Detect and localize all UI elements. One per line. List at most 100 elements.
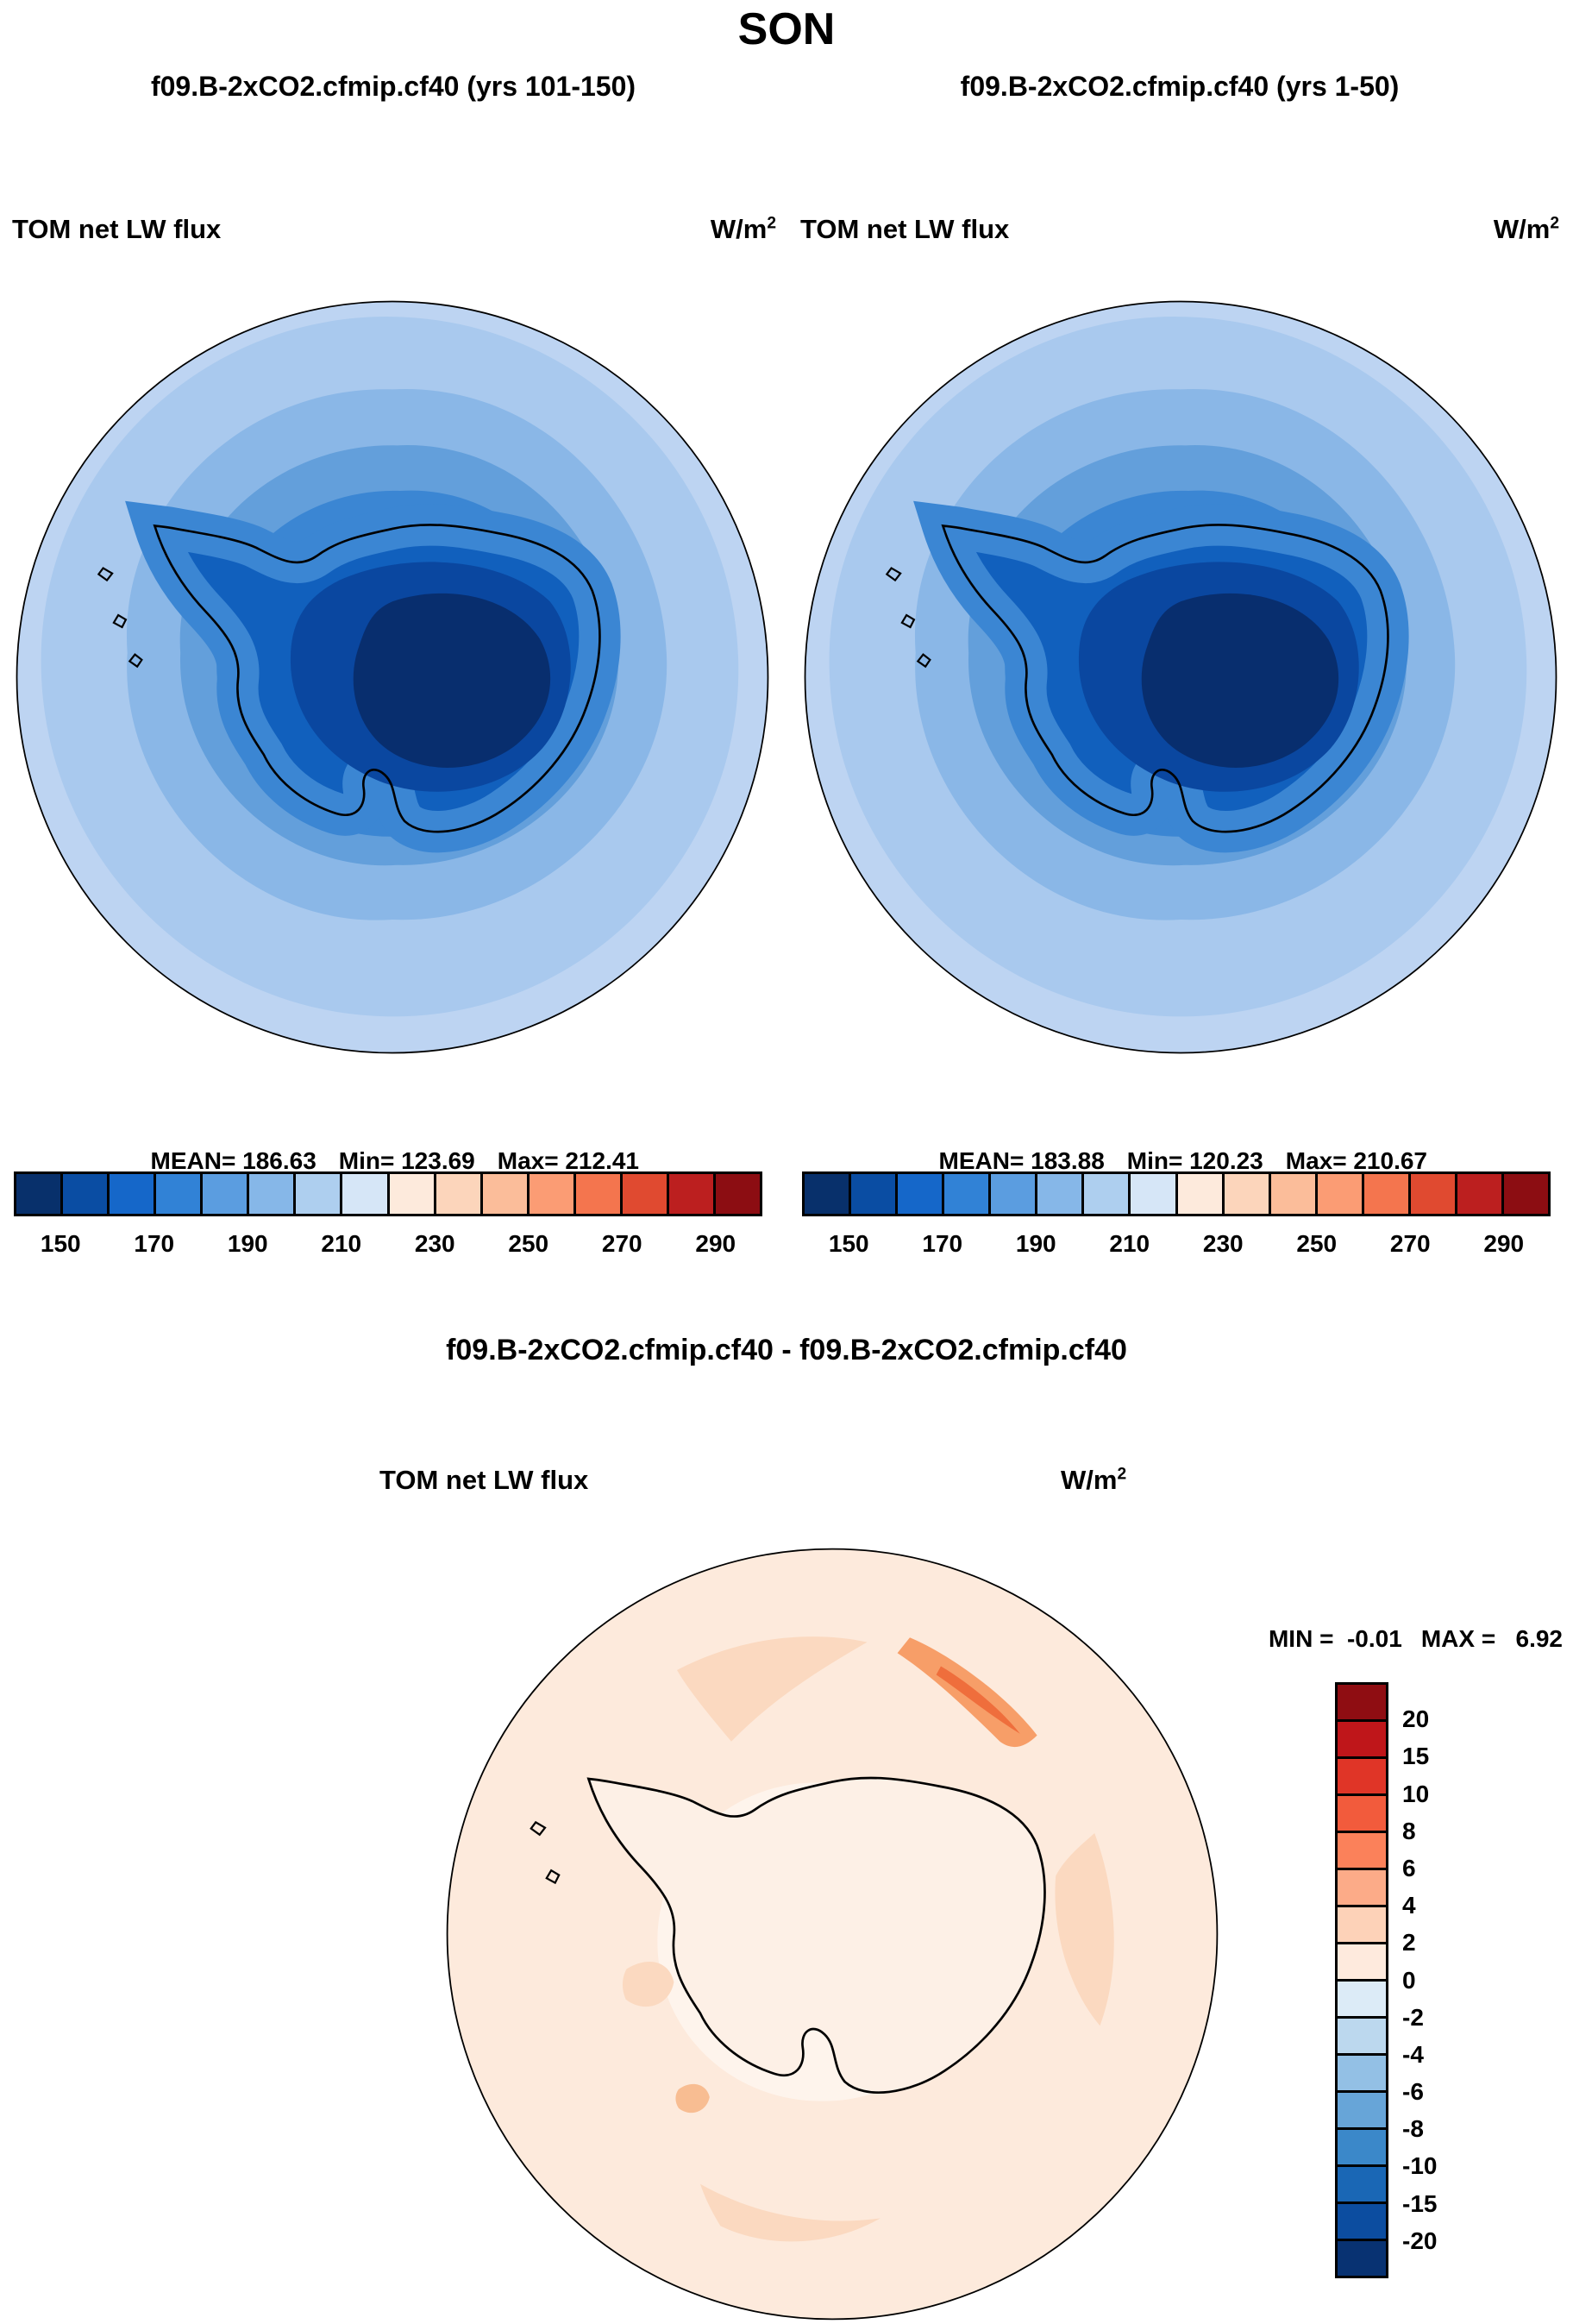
colorbar-cell	[622, 1174, 667, 1214]
diff-max-value: MAX = 6.92	[1420, 1625, 1563, 1652]
colorbar-tick-label: 170	[922, 1230, 963, 1257]
colorbar-cell	[203, 1174, 248, 1214]
colorbar-level-label: 2	[1402, 1929, 1416, 1957]
colorbar-cell	[16, 1174, 61, 1214]
colorbar-cell	[1338, 1833, 1386, 1868]
colorbar-cell	[851, 1174, 896, 1214]
diff-orange-streak-core	[936, 1666, 1020, 1734]
difference-colorbar	[1335, 1682, 1388, 2278]
colorbar-tick-label: 290	[1483, 1230, 1525, 1257]
flux-colorbar-ticks-left: 150 170 190 210 230 250 270 290	[14, 1230, 762, 1261]
units-base: W/m	[1061, 1465, 1118, 1495]
panel-left-header: f09.B-2xCO2.cfmip.cf40 (yrs 101-150)	[150, 71, 636, 102]
colorbar-cell	[1503, 1174, 1548, 1214]
colorbar-cell	[1338, 2204, 1386, 2239]
diff-peach-patch	[1055, 1833, 1114, 2026]
colorbar-level-label: 8	[1402, 1817, 1416, 1844]
colorbar-level-label: -6	[1402, 2078, 1424, 2106]
colorbar-tick-label: 190	[227, 1230, 268, 1257]
colorbar-cell	[1338, 1907, 1386, 1942]
flux-map-right	[802, 298, 1559, 1056]
colorbar-cell	[1037, 1174, 1082, 1214]
flux-colorbar-left	[14, 1171, 762, 1216]
colorbar-level-label: -10	[1402, 2152, 1438, 2180]
colorbar-cell	[575, 1174, 620, 1214]
colorbar-cell	[1338, 2019, 1386, 2053]
colorbar-cell	[991, 1174, 1036, 1214]
min-value: Min= 123.69	[338, 1147, 475, 1174]
colorbar-cell	[389, 1174, 434, 1214]
mean-value: MEAN= 186.63	[150, 1147, 316, 1174]
colorbar-cell	[156, 1174, 201, 1214]
colorbar-cell	[1410, 1174, 1455, 1214]
colorbar-cell	[1338, 1685, 1386, 1719]
colorbar-level-label: -20	[1402, 2227, 1438, 2254]
colorbar-tick-label: 170	[134, 1230, 175, 1257]
season-title: SON	[737, 4, 836, 54]
colorbar-cell	[1338, 2167, 1386, 2202]
colorbar-cell	[805, 1174, 849, 1214]
colorbar-cell	[1177, 1174, 1222, 1214]
colorbar-cell	[1338, 2241, 1386, 2276]
panel-right-field-label: TOM net LW flux	[800, 214, 1010, 244]
colorbar-cell	[1338, 2093, 1386, 2127]
colorbar-level-label: -2	[1402, 2003, 1424, 2031]
panel-right-units-label: W/m2	[802, 214, 1559, 245]
colorbar-tick-label: 270	[1389, 1230, 1431, 1257]
panel-left-units-label: W/m2	[14, 214, 776, 245]
colorbar-tick-label: 230	[1202, 1230, 1244, 1257]
colorbar-level-label: 15	[1402, 1743, 1430, 1770]
island-outlines	[530, 1820, 561, 1885]
colorbar-tick-label: 210	[1109, 1230, 1150, 1257]
units-exponent: 2	[767, 214, 776, 233]
mean-value: MEAN= 183.88	[938, 1147, 1105, 1174]
colorbar-level-label: 20	[1402, 1705, 1430, 1733]
colorbar-cell	[1224, 1174, 1269, 1214]
colorbar-level-label: 4	[1402, 1892, 1416, 1919]
colorbar-cell	[1270, 1174, 1315, 1214]
colorbar-cell	[1338, 1759, 1386, 1793]
colorbar-cell	[342, 1174, 387, 1214]
units-exponent: 2	[1550, 214, 1559, 233]
colorbar-cell	[1457, 1174, 1501, 1214]
colorbar-tick-label: 150	[40, 1230, 81, 1257]
panel-right-stats: MEAN= 183.88 Min= 120.23 Max= 210.67	[802, 1120, 1551, 1175]
colorbar-level-label: 10	[1402, 1780, 1430, 1807]
colorbar-level-label: -8	[1402, 2115, 1424, 2143]
colorbar-tick-label: 230	[414, 1230, 455, 1257]
difference-field-label: TOM net LW flux	[379, 1465, 589, 1495]
colorbar-cell	[1338, 2056, 1386, 2090]
flux-map-left	[14, 298, 771, 1056]
difference-map	[446, 1548, 1219, 2321]
colorbar-cell	[1363, 1174, 1408, 1214]
colorbar-cell	[436, 1174, 480, 1214]
colorbar-cell	[1131, 1174, 1175, 1214]
max-value: Max= 210.67	[1285, 1147, 1427, 1174]
max-value: Max= 212.41	[497, 1147, 639, 1174]
colorbar-tick-label: 190	[1015, 1230, 1056, 1257]
panel-left-field-label: TOM net LW flux	[12, 214, 222, 244]
colorbar-cell	[1338, 1722, 1386, 1756]
colorbar-cell	[1338, 1944, 1386, 1979]
colorbar-level-label: 6	[1402, 1854, 1416, 1881]
flux-colorbar-right	[802, 1171, 1551, 1216]
difference-header: f09.B-2xCO2.cfmip.cf40 - f09.B-2xCO2.cfm…	[446, 1334, 1127, 1366]
colorbar-cell	[110, 1174, 154, 1214]
colorbar-cell	[1338, 1796, 1386, 1831]
panel-left-stats: MEAN= 186.63 Min= 123.69 Max= 212.41	[14, 1120, 762, 1175]
units-base: W/m	[1493, 214, 1551, 244]
min-value: Min= 120.23	[1126, 1147, 1263, 1174]
colorbar-cell	[249, 1174, 294, 1214]
colorbar-cell	[63, 1174, 108, 1214]
colorbar-cell	[944, 1174, 989, 1214]
colorbar-cell	[482, 1174, 527, 1214]
units-exponent: 2	[1117, 1465, 1127, 1484]
difference-minmax: MIN = -0.01 MAX = 6.92	[862, 1598, 1563, 1653]
colorbar-cell	[668, 1174, 713, 1214]
difference-units-label: W/m2	[1061, 1465, 1126, 1496]
colorbar-cell	[1338, 2130, 1386, 2164]
colorbar-level-label: -4	[1402, 2040, 1424, 2068]
colorbar-tick-label: 290	[695, 1230, 736, 1257]
colorbar-cell	[1338, 1982, 1386, 2016]
